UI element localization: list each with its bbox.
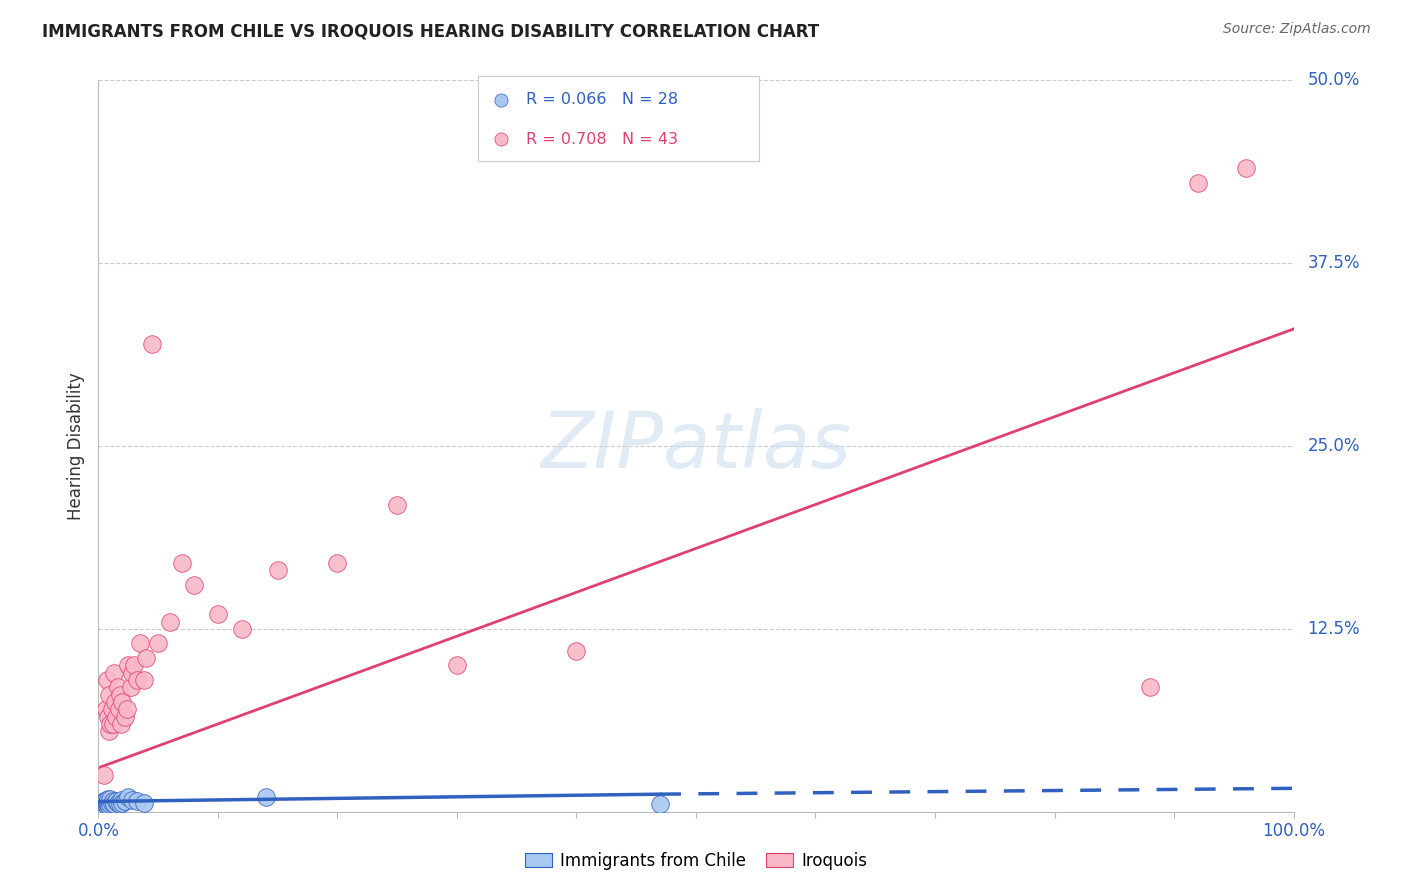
Point [97,709,120,723]
Point [91,800,114,814]
Point [124,658,146,673]
Text: ZIPatlas: ZIPatlas [540,408,852,484]
Point [159,615,181,629]
Point [1234,161,1257,175]
Point [93,768,115,782]
Point [129,636,152,650]
Point [107,796,129,810]
Point [103,797,125,812]
Text: R = 0.066   N = 28: R = 0.066 N = 28 [526,92,678,107]
Point [93,795,115,809]
Text: IMMIGRANTS FROM CHILE VS IROQUOIS HEARING DISABILITY CORRELATION CHART: IMMIGRANTS FROM CHILE VS IROQUOIS HEARIN… [42,22,820,40]
Point [231,622,253,636]
Point [111,796,134,810]
Point [98,724,121,739]
Point [101,795,124,809]
Point [254,790,277,805]
Point [110,793,132,807]
Point [98,688,121,702]
Point [93,796,115,810]
Point [101,717,124,731]
Point [105,795,128,809]
Point [121,793,143,807]
Text: 12.5%: 12.5% [1308,620,1360,638]
Point [446,658,468,673]
Point [105,709,128,723]
Point [1139,681,1161,695]
Point [148,636,170,650]
Point [96,798,118,813]
Point [648,797,672,812]
Point [132,673,155,687]
Point [125,795,148,809]
Point [100,796,122,810]
Point [108,797,131,812]
Point [489,93,512,107]
Point [115,702,138,716]
Point [104,695,127,709]
Point [489,132,512,146]
Point [110,717,132,731]
Point [98,798,121,813]
Point [117,658,139,673]
Point [107,702,129,716]
Point [96,673,118,687]
Point [565,644,588,658]
Y-axis label: Hearing Disability: Hearing Disability [67,372,86,520]
Point [172,556,194,570]
Legend: Immigrants from Chile, Iroquois: Immigrants from Chile, Iroquois [519,846,873,877]
Point [135,651,157,665]
Text: 37.5%: 37.5% [1308,254,1360,272]
Point [94,793,117,807]
Point [114,709,136,723]
Point [97,791,120,805]
Point [385,498,409,512]
Point [91,798,114,813]
Point [141,336,163,351]
Point [98,791,122,805]
Point [94,797,117,812]
Point [108,688,131,702]
Point [103,665,125,680]
Point [326,556,349,570]
Point [125,673,148,687]
Point [98,717,122,731]
Point [183,578,205,592]
Text: 50.0%: 50.0% [1308,71,1360,89]
Point [121,665,143,680]
Point [94,702,117,716]
Text: 25.0%: 25.0% [1308,437,1360,455]
Point [111,695,134,709]
Text: Source: ZipAtlas.com: Source: ZipAtlas.com [1223,22,1371,37]
Point [267,563,290,577]
Point [1187,176,1209,190]
Point [114,795,136,809]
Point [107,681,129,695]
Point [132,796,155,810]
Point [207,607,229,622]
Point [117,790,139,805]
Point [97,797,120,812]
Point [120,681,142,695]
Text: R = 0.708   N = 43: R = 0.708 N = 43 [526,132,678,147]
Point [100,702,122,716]
Point [96,796,118,810]
Point [91,797,114,812]
Point [98,797,122,812]
